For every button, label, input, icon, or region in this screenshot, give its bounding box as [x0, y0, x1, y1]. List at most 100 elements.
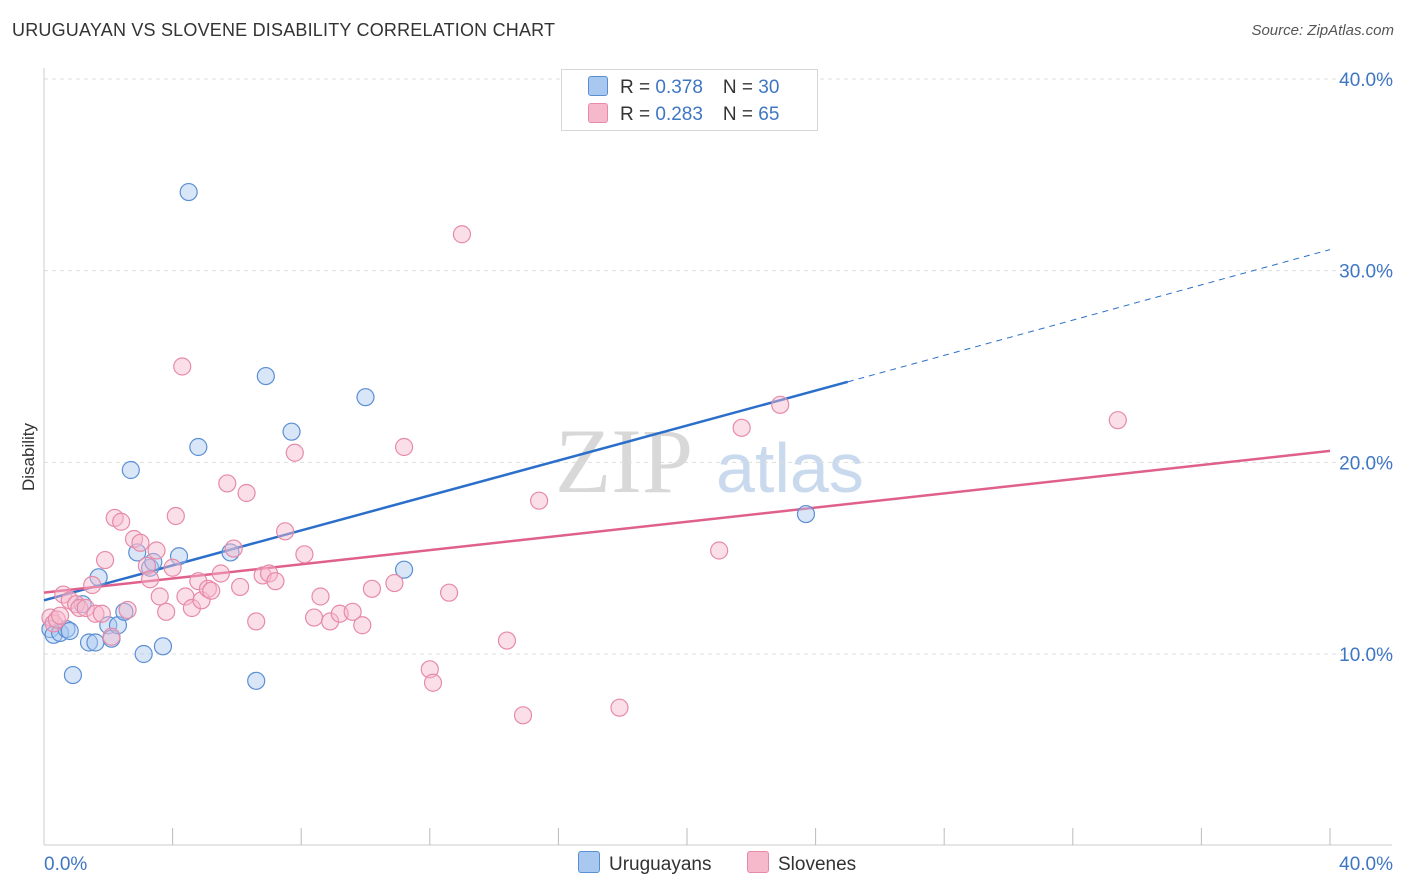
y-axis-label: Disability [19, 422, 38, 491]
chart-title: URUGUAYAN VS SLOVENE DISABILITY CORRELAT… [12, 20, 556, 40]
uruguayans-point [121, 460, 140, 480]
stats-row-slovenes: R = 0.283 N = 65 [588, 103, 779, 125]
slovenes-point [92, 604, 111, 623]
uruguayans-point [179, 182, 198, 202]
uruguayans-point [256, 366, 275, 386]
uruguayans-point [169, 547, 189, 566]
n-label: N = [722, 77, 759, 98]
slovenes-point [182, 598, 201, 618]
slovenes-legend-swatch [747, 851, 769, 873]
trend-lines [43, 249, 1331, 602]
slovenes-point [95, 550, 115, 570]
uruguayans-point [796, 504, 816, 524]
slovenes-point [189, 572, 208, 591]
slovenes-point [385, 573, 404, 593]
slovenes-point [710, 541, 729, 560]
stats-row-uruguayans: R = 0.378 N = 30 [588, 76, 779, 98]
slovenes-point [140, 570, 160, 589]
axes [43, 68, 1392, 846]
uruguayans-point [153, 637, 173, 656]
slovenes-point [353, 616, 372, 635]
r-value: 0.283 [655, 104, 703, 125]
watermark-atlas: atlas [716, 429, 864, 507]
r-label: R = [620, 104, 656, 125]
slovenes-point [439, 583, 459, 602]
slovenes-point [86, 604, 105, 623]
slovenes-point [192, 591, 211, 610]
uruguayans-point [115, 602, 134, 621]
slovenes-point [295, 545, 314, 564]
slovenes-point [83, 575, 102, 595]
slovenes-point [202, 581, 221, 600]
uruguayans-point [99, 616, 118, 635]
slovenes-point [497, 631, 517, 650]
slovenes-point [452, 225, 472, 244]
slovenes-point [266, 572, 285, 591]
uruguayans-swatch [588, 76, 608, 96]
slovenes-point [237, 483, 256, 503]
slovenes-trend-line [43, 449, 1331, 594]
slovenes-point [150, 587, 169, 606]
slovenes-point [157, 602, 176, 621]
uruguayans-point [134, 644, 153, 664]
slovenes-point [247, 612, 266, 631]
slovenes-point [321, 612, 340, 631]
n-label: N = [722, 104, 759, 125]
x-tick-label: 40.0% [1339, 854, 1393, 875]
slovenes-point [276, 522, 295, 541]
slovenes-point [1108, 411, 1127, 430]
uruguayans-trend-line [43, 380, 849, 602]
slovenes-point [610, 698, 629, 717]
uruguayans-point [60, 621, 79, 641]
uruguayans-point [189, 437, 208, 457]
slovenes-point [423, 673, 443, 692]
tick-labels: 10.0% 20.0% 30.0% 40.0% 0.0% 40.0% [44, 70, 1393, 875]
uruguayans-point [394, 560, 414, 579]
uruguayans-point [282, 422, 301, 441]
slovenes-swatch [588, 103, 608, 123]
slovenes-point [420, 660, 439, 679]
slovenes-point [304, 608, 324, 627]
uruguayans-point [247, 671, 266, 690]
slovenes-point [285, 443, 304, 462]
uruguayans-point [356, 388, 375, 407]
slovenes-point [50, 606, 70, 625]
legend-item-uruguayans[interactable]: Uruguayans [578, 851, 711, 876]
slovenes-point [394, 437, 414, 457]
uruguayans-trend-extension [847, 249, 1331, 383]
source-label: Source: ZipAtlas.com [1251, 22, 1394, 39]
slovenes-point [102, 627, 121, 646]
uruguayans-point [79, 633, 99, 652]
legend-item-slovenes[interactable]: Slovenes [747, 851, 856, 876]
legend-label: Slovenes [778, 854, 857, 875]
slovenes-point [173, 357, 192, 376]
legend-label: Uruguayans [609, 854, 712, 875]
slovenes-point [118, 600, 137, 620]
watermark-zip: ZIP [555, 410, 693, 512]
n-value: 30 [758, 77, 780, 98]
data-points [41, 182, 1127, 725]
slovenes-point [70, 598, 89, 618]
slovenes-point [311, 587, 330, 606]
y-tick-label: 10.0% [1339, 645, 1393, 666]
slovenes-point [218, 474, 237, 493]
x-tick-label: 0.0% [44, 854, 87, 875]
slovenes-point [771, 395, 790, 414]
r-label: R = [620, 77, 656, 98]
y-tick-label: 30.0% [1339, 262, 1393, 283]
slovenes-point [131, 533, 150, 552]
uruguayans-point [86, 633, 105, 652]
slovenes-point [362, 579, 382, 598]
grid-lines [44, 78, 1392, 655]
y-tick-label: 40.0% [1339, 70, 1393, 91]
slovenes-point [211, 564, 230, 583]
n-value: 65 [758, 104, 780, 125]
slovenes-point [732, 418, 751, 437]
uruguayans-point [128, 543, 147, 562]
slovenes-point [112, 512, 131, 531]
slovenes-point [231, 577, 250, 597]
uruguayans-point [63, 665, 83, 685]
watermark: ZIP atlas [555, 410, 864, 512]
slovenes-point [147, 541, 166, 560]
